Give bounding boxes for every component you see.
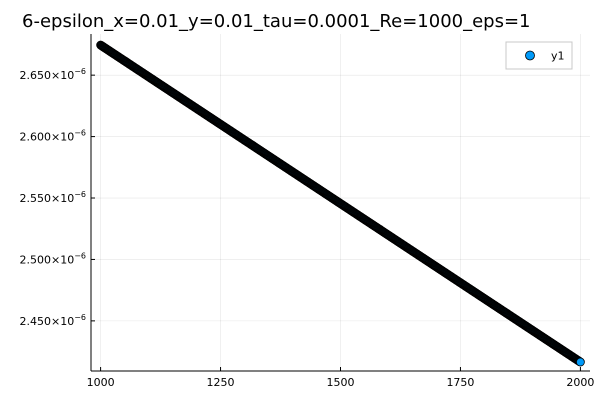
legend-label-y1: y1 — [551, 50, 565, 63]
legend-box — [505, 41, 573, 70]
data-points — [96, 40, 585, 367]
y-tick-label: 2.550×10−6 — [19, 190, 86, 205]
x-tick-label: 1750 — [446, 376, 474, 389]
x-tick-label: 1250 — [207, 376, 235, 389]
y-tick-label: 2.600×10−6 — [19, 129, 86, 144]
x-axis-ticks: 1000 1250 1500 1750 2000 — [87, 367, 594, 389]
data-point — [576, 357, 585, 367]
chart-title: 6-epsilon_x=0.01_y=0.01_tau=0.0001_Re=10… — [22, 11, 531, 32]
legend: y1 — [505, 41, 573, 70]
grid — [91, 34, 590, 371]
y-tick-label: 2.450×10−6 — [19, 313, 86, 328]
y-tick-label: 2.650×10−6 — [19, 67, 86, 82]
x-tick-label: 1500 — [327, 376, 355, 389]
x-tick-label: 2000 — [566, 376, 594, 389]
y-axis-ticks: 2.450×10−6 2.500×10−6 2.550×10−6 2.600×10−6… — [19, 67, 95, 328]
y-tick-label: 2.500×10−6 — [19, 251, 86, 266]
x-tick-label: 1000 — [87, 376, 115, 389]
legend-marker-y1 — [525, 50, 535, 61]
